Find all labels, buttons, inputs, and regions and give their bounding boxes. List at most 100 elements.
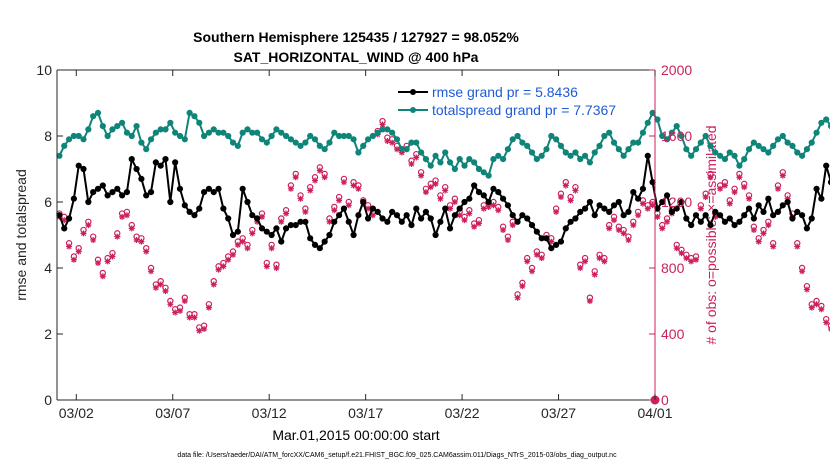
obs-assimilated-marker [297,195,304,202]
totalspread-point [774,136,782,143]
obs-assimilated-marker [196,327,203,334]
totalspread-point [147,136,155,143]
obs-assimilated-marker [471,223,478,230]
rmse-point [345,218,352,225]
data-file-footnote: data file: /Users/raeder/DAI/ATM_forcXX/… [177,452,617,459]
rmse-point [499,195,507,202]
obs-assimilated-marker [201,326,208,333]
totalspread-point [750,139,757,146]
obs-assimilated-marker [365,205,372,212]
totalspread-point [355,149,362,156]
totalspread-point [726,149,733,156]
rmse-point [119,192,126,199]
totalspread-point [721,156,729,163]
rmse-point [85,198,92,206]
rmse-point [610,202,618,209]
obs-assimilated-marker [533,251,540,258]
obs-assimilated-marker [601,258,608,265]
totalspread-point [649,109,656,117]
totalspread-point [345,132,352,140]
obs-assimilated-marker [389,139,396,146]
obs-assimilated-marker [451,199,458,205]
axes: 03/02 03/07 03/12 03/17 03/22 03/27 04/0102468… [36,62,692,421]
obs-assimilated-marker [456,212,463,219]
rmse-point [577,208,584,215]
totalspread-point [389,129,396,136]
rmse-point [750,215,757,222]
obs-assimilated-marker [384,137,391,144]
totalspread-point [731,152,738,159]
totalspread-point [162,126,169,133]
totalspread-point [360,142,367,149]
obs-assimilated-marker [418,172,425,179]
totalspread-point [109,126,116,133]
obs-assimilated-marker [490,202,497,209]
totalspread-point [562,149,569,156]
totalspread-point [384,126,391,133]
rmse-point [172,159,179,166]
rmse-point [509,212,516,219]
rmse-point [480,192,487,199]
totalspread-point [779,132,786,140]
totalspread-point [123,129,131,136]
totalspread-point [229,139,237,146]
totalspread-point [692,146,700,153]
rmse-point [374,208,381,215]
obs-assimilated-marker [736,174,743,181]
obs-assimilated-marker [215,266,222,273]
totalspread-point [533,156,540,163]
rmse-point [254,215,261,222]
rmse-point [143,192,150,199]
totalspread-point [446,159,454,166]
obs-assimilated-marker [548,238,555,245]
obs-assimilated-marker [210,281,217,288]
rmse-point [823,162,830,169]
totalspread-point [350,136,357,143]
rmse-point [340,205,348,212]
obs-assimilated-marker [234,241,241,248]
totalspread-point [471,159,478,166]
obs-assimilated-marker [350,182,357,189]
legend-marker-rmse [410,89,416,95]
rmse-point [514,218,521,225]
obs-assimilated-marker [220,263,227,270]
rmse-point [94,185,102,192]
totalspread-point [625,146,632,153]
rmse-point [196,205,203,212]
obs-assimilated-marker [480,205,487,212]
rmse-point [446,225,454,232]
totalspread-point [475,165,483,173]
rmse-point [659,198,666,206]
rmse-point [678,198,685,206]
totalspread-point [586,159,593,166]
rmse-point [620,212,627,219]
totalspread-point [524,142,531,149]
rmse-point [393,212,401,219]
rmse-point [760,208,767,215]
totalspread-point [480,169,487,176]
rmse-point [263,228,270,235]
obs-assimilated-marker [774,185,781,192]
rmse-point [581,205,589,212]
rmse-point [413,205,420,212]
y-tick-label-right: 1200 [661,194,692,210]
totalspread-point [143,146,150,153]
rmse-point [152,159,159,166]
obs-assimilated-marker [553,208,560,215]
totalspread-point [644,119,651,126]
x-tick-label: 04/01 [637,405,672,421]
rmse-point [779,202,786,209]
rmse-point [311,241,319,248]
rmse-point [258,225,266,232]
totalspread-point [364,136,372,143]
totalspread-point [176,132,184,140]
totalspread-point [606,129,613,136]
rmse-point [360,198,367,206]
obs-assimilated-marker [509,222,516,229]
obs-assimilated-marker [268,245,275,252]
obs-assimilated-marker [721,182,728,189]
totalspread-point [577,156,584,163]
y-tick-label-left: 0 [44,392,52,408]
obs-assimilated-marker [148,268,155,275]
rmse-point [688,222,695,229]
